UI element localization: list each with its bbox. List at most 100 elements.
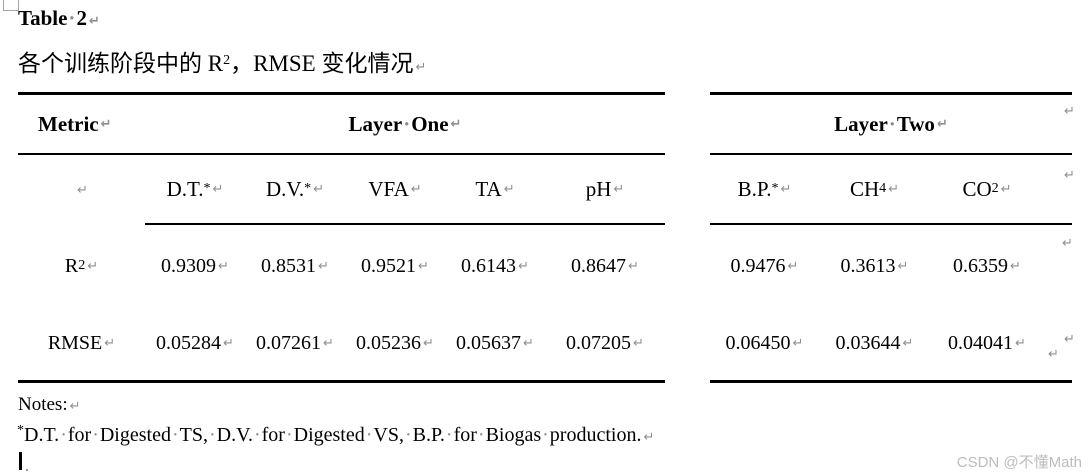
value-cell: 0.9521 ↵	[345, 225, 445, 307]
paragraph-mark-icon: ↵	[418, 258, 429, 274]
paragraph-mark-icon: ↵	[936, 116, 948, 132]
paragraph-mark-icon: ↵	[897, 258, 909, 274]
row-label: RMSE	[47, 332, 103, 354]
paragraph-mark-icon: ↵	[787, 258, 799, 274]
paragraph-mark-icon: ↵	[780, 181, 792, 197]
header-dt: D.T. * ↵	[145, 155, 245, 225]
col-label: pH	[585, 176, 612, 201]
layer-one-label: Layer·One	[348, 111, 449, 136]
value: 0.9309	[161, 254, 217, 277]
paragraph-mark-icon: ↵	[212, 181, 224, 197]
value: 0.8647	[571, 254, 627, 277]
paragraph-mark-icon: ↵	[313, 181, 325, 197]
value: 0.06450	[725, 332, 791, 354]
col-sup: *	[203, 181, 211, 196]
subtitle-superscript: 2	[223, 53, 231, 68]
paragraph-mark-icon: ↵	[415, 60, 427, 75]
value: 0.03644	[835, 332, 901, 354]
paragraph-mark-icon: ↵	[523, 336, 534, 351]
value-cell: 0.06450 ↵	[710, 307, 819, 380]
footnote-text: D.T.·for·Digested·TS,·D.V.·for·Digested·…	[24, 424, 642, 446]
col-label: VFA	[368, 176, 409, 201]
paragraph-mark-icon: ↵	[643, 430, 655, 445]
value-cell: 0.3613 ↵	[819, 225, 930, 307]
value-cell: 0.05637 ↵	[445, 307, 545, 380]
header-spacer-cell	[1044, 155, 1072, 225]
col-label: CH	[849, 176, 880, 201]
paragraph-mark-icon: ↵	[410, 181, 422, 197]
col-sub: 2	[991, 181, 999, 196]
paragraph-mark-icon: ↵	[902, 336, 914, 351]
text-boundary-corner	[3, 0, 19, 11]
paragraph-mark-icon: ↵	[223, 336, 234, 351]
paragraph-mark-icon: ↵	[1015, 336, 1026, 351]
value-cell: 0.03644 ↵	[819, 307, 930, 380]
value: 0.07261	[256, 332, 322, 354]
row-label-r2: R 2 ↵	[18, 225, 145, 307]
row-label-rmse: RMSE ↵	[18, 307, 145, 380]
value-cell: 0.05284 ↵	[145, 307, 245, 380]
subtitle-text: 各个训练阶段中的 R	[18, 51, 224, 76]
paragraph-mark-icon: ↵	[1010, 258, 1021, 274]
col-sub: 4	[879, 181, 887, 196]
paragraph-mark-icon: ↵	[100, 116, 112, 132]
value-cell: 0.07261 ↵	[245, 307, 345, 380]
row-label: R	[64, 254, 79, 277]
paragraph-mark-icon: ↵	[104, 336, 116, 351]
paragraph-mark-icon: ↵	[218, 258, 229, 274]
title-text: Table·2	[18, 6, 87, 30]
layer-two-label: Layer·Two	[834, 111, 935, 136]
col-sup: *	[304, 181, 312, 196]
value: 0.05236	[356, 332, 422, 354]
paragraph-mark-icon: ↵	[323, 336, 334, 351]
header-ph: pH ↵	[545, 155, 665, 225]
notes-heading: Notes: ↵	[18, 394, 81, 416]
subtitle-text-suffix: ，RMSE 变化情况	[230, 51, 414, 76]
table-layer-one: Metric ↵ Layer·One ↵ ↵ D.T. * ↵ D.V. * ↵ VFA ↵ …	[18, 92, 665, 383]
paragraph-mark-icon: ↵	[423, 336, 434, 351]
value: 0.8531	[261, 254, 317, 277]
table-caption-title: Table·2 ↵	[18, 6, 100, 31]
row-end-mark-icon: ↵	[1064, 168, 1075, 183]
csdn-watermark: CSDN @不懂Math	[956, 454, 1082, 471]
value-cell: 0.9309 ↵	[145, 225, 245, 307]
value: 0.04041	[948, 332, 1014, 354]
value: 0.6143	[461, 254, 517, 277]
header-layer-two: Layer·Two ↵	[710, 95, 1072, 155]
col-label: D.V.	[265, 176, 305, 201]
paragraph-mark-icon: ↵	[77, 182, 88, 198]
row-label-sup: 2	[78, 258, 86, 273]
header-ch4: CH 4 ↵	[819, 155, 930, 225]
header-dv: D.V. * ↵	[245, 155, 345, 225]
row-end-mark-icon: ↵	[1062, 236, 1073, 251]
value-cell: 0.07205 ↵	[545, 307, 665, 380]
paragraph-mark-icon: ↵	[318, 258, 329, 274]
notes-heading-text: Notes:	[18, 394, 68, 415]
value: 0.05284	[156, 332, 222, 354]
value: 0.05637	[456, 332, 522, 354]
paragraph-mark-icon: ↵	[613, 181, 625, 197]
paragraph-mark-icon: ↵	[87, 258, 99, 274]
footnote-line: *D.T.·for·Digested·TS,·D.V.·for·Digested…	[17, 423, 654, 447]
header-layer-one: Layer·One ↵	[145, 95, 665, 155]
paragraph-mark-icon: ↵	[792, 336, 804, 351]
paragraph-mark-icon: ↵	[450, 116, 462, 132]
col-label: CO	[962, 176, 992, 201]
paragraph-mark-icon: ↵	[628, 258, 639, 274]
value-cell: 0.9476 ↵	[710, 225, 819, 307]
header-vfa: VFA ↵	[345, 155, 445, 225]
space-dot-icon	[26, 469, 28, 471]
header-metric: Metric ↵	[18, 95, 145, 155]
header-ta: TA ↵	[445, 155, 545, 225]
footnote-asterisk: *	[17, 423, 24, 438]
table-layer-two: Layer·Two ↵ B.P. * ↵ CH 4 ↵ CO 2 ↵ 0.9476 ↵ 0.36…	[710, 92, 1072, 383]
col-sup: *	[771, 181, 779, 196]
paragraph-mark-icon: ↵	[518, 258, 529, 274]
col-label: B.P.	[737, 176, 772, 201]
paragraph-mark-icon: ↵	[88, 14, 100, 29]
value-cell: 0.6359 ↵	[930, 225, 1044, 307]
paragraph-mark-icon: ↵	[1000, 181, 1012, 197]
paragraph-mark-icon: ↵	[633, 336, 644, 351]
metric-label: Metric	[38, 111, 99, 136]
